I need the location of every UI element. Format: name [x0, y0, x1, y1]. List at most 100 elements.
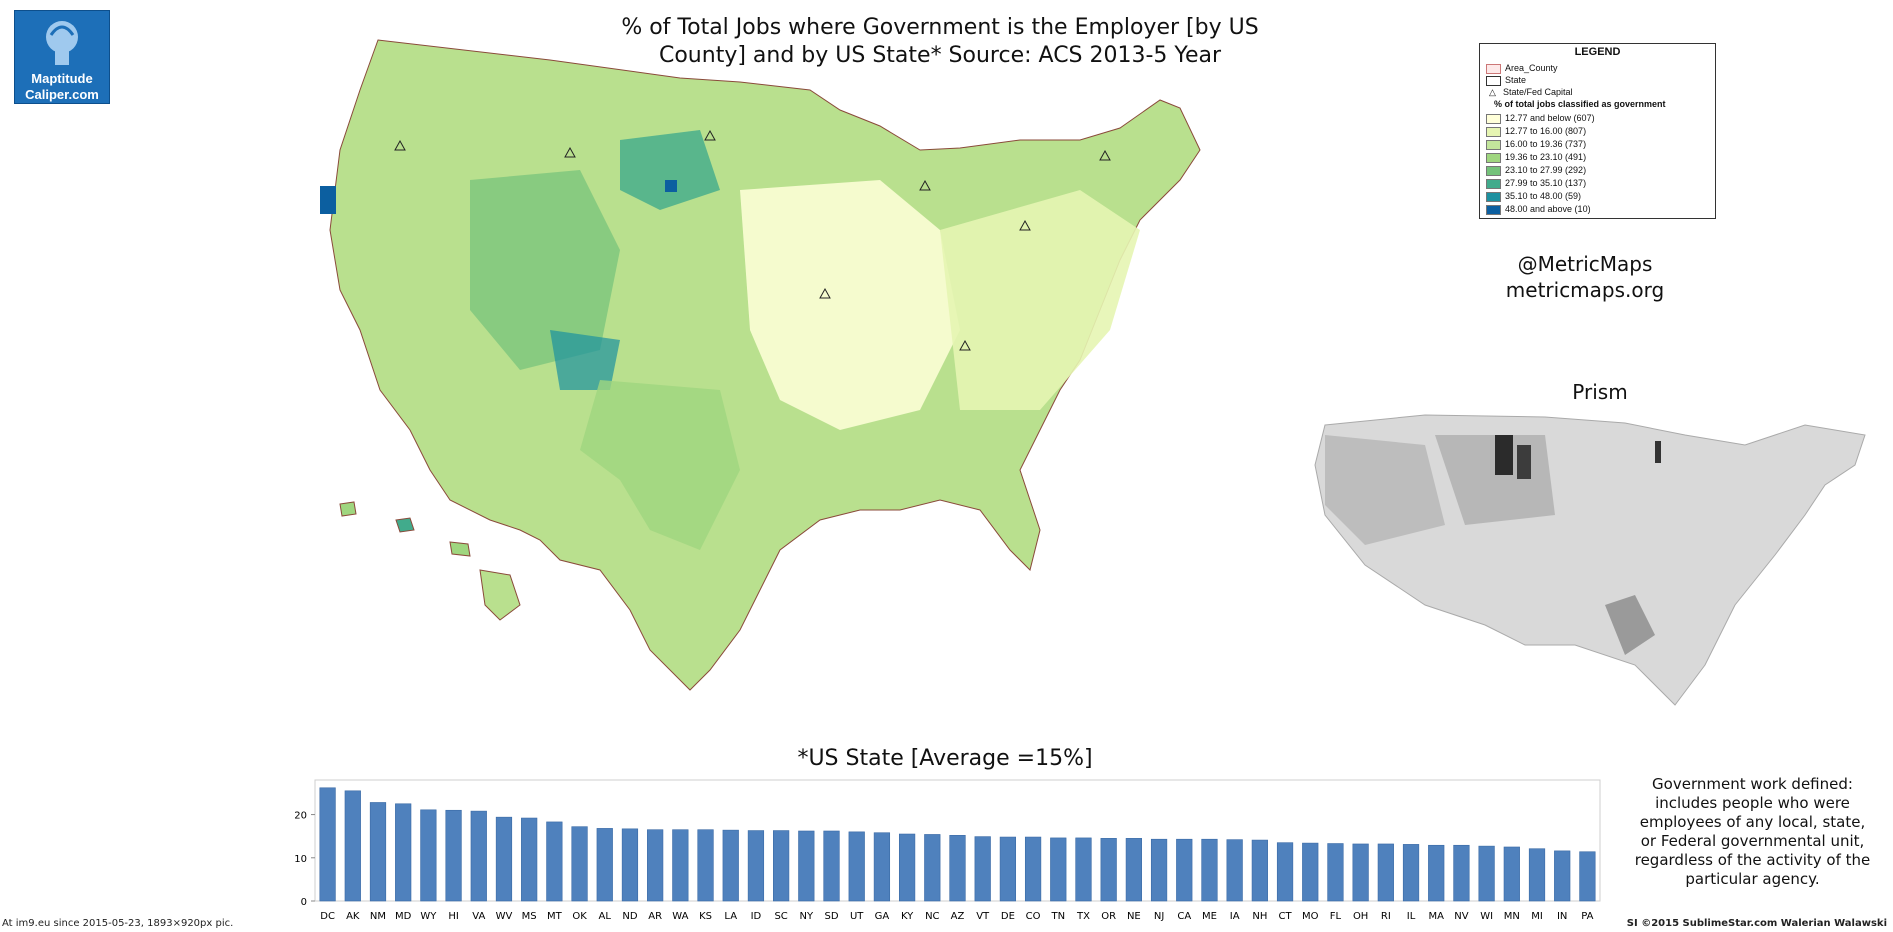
legend-class-label: 16.00 to 19.36 (737): [1505, 139, 1587, 149]
x-tick-label: NM: [370, 911, 386, 922]
definition-line: particular agency.: [1685, 870, 1820, 888]
prism-shade: [1605, 595, 1655, 655]
definition-line: employees of any local, state,: [1639, 813, 1866, 831]
legend-item: Area_County: [1486, 62, 1558, 74]
legend-swatch: [1486, 75, 1501, 86]
bar-ak: [344, 790, 361, 902]
bar-fl: [1327, 843, 1344, 902]
bar-mt: [546, 821, 563, 902]
legend-class-item: 27.99 to 35.10 (137): [1486, 177, 1586, 189]
legend-class-item: 12.77 to 16.00 (807): [1486, 125, 1586, 137]
region-dark-county: [320, 186, 336, 214]
x-tick-label: WV: [496, 911, 513, 922]
definition-line: or Federal governmental unit,: [1640, 832, 1865, 850]
x-tick-label: MO: [1302, 911, 1319, 922]
legend-label: Area_County: [1505, 63, 1558, 73]
bar-nv: [1453, 844, 1470, 902]
bar-al: [596, 828, 613, 902]
bar-tn: [1050, 837, 1067, 902]
legend-class-swatch: [1486, 204, 1501, 215]
x-tick-label: WY: [420, 911, 437, 922]
bar-nc: [924, 834, 941, 902]
bar-co: [1024, 836, 1042, 902]
region-plains: [740, 180, 960, 430]
x-tick-label: CO: [1026, 911, 1041, 922]
legend-class-item: 16.00 to 19.36 (737): [1486, 138, 1586, 150]
bar-nj: [1150, 838, 1168, 902]
credit-handle: @MetricMaps: [1517, 252, 1653, 276]
x-tick-label: MS: [522, 911, 537, 922]
x-tick-label: AR: [648, 911, 662, 922]
prism-title: Prism: [1572, 380, 1628, 404]
legend-class-item: 48.00 and above (10): [1486, 203, 1591, 215]
x-tick-label: NC: [925, 911, 939, 922]
bar-ne: [1125, 838, 1142, 902]
logo-line2: Caliper.com: [25, 87, 99, 102]
x-tick-label: MN: [1504, 911, 1520, 922]
y-ticks-group: 0 10 20: [294, 811, 315, 908]
x-tick-label: AK: [346, 911, 360, 922]
x-tick-label: DE: [1001, 911, 1015, 922]
bar-ca: [1176, 838, 1193, 902]
bar-ks: [697, 829, 714, 902]
y-tick-label: 20: [294, 811, 307, 822]
x-tick-label: TX: [1076, 911, 1090, 922]
capital-triangle-icon: [1019, 219, 1031, 231]
bar-dc: [319, 787, 336, 902]
region-dakota: [620, 130, 720, 210]
legend-class-swatch: [1486, 113, 1501, 124]
legend-item: State: [1486, 74, 1526, 86]
bar-ia: [1226, 839, 1243, 902]
bar-ar: [647, 829, 664, 902]
x-tick-label: HI: [448, 911, 458, 922]
legend-class-item: 23.10 to 27.99 (292): [1486, 164, 1586, 176]
capital-triangle-icon: [1099, 149, 1111, 161]
x-tick-label: ND: [622, 911, 637, 922]
legend-class-label: 48.00 and above (10): [1505, 204, 1591, 214]
region-mountain: [470, 170, 620, 370]
bar-az: [949, 835, 966, 902]
hawaii-kauai: [339, 501, 357, 517]
bar-wi: [1478, 845, 1495, 902]
bar-tx: [1075, 837, 1092, 902]
x-tick-label: VA: [472, 911, 485, 922]
bar-la: [722, 829, 739, 902]
credit-site: metricmaps.org: [1505, 278, 1665, 302]
x-tick-label: SC: [774, 911, 787, 922]
legend-class-label: 27.99 to 35.10 (137): [1505, 178, 1587, 188]
legend-subtitle: % of total jobs classified as government: [1494, 99, 1666, 109]
legend-class-swatch: [1486, 165, 1501, 176]
x-tick-label: UT: [850, 911, 864, 922]
legend-class-swatch: [1486, 126, 1501, 137]
bars-group: [319, 787, 1596, 902]
x-ticks-group: DC AK NM MD WY HI VA WV MS MT OK AL ND AR WA KS LA ID SC NY…: [320, 911, 1593, 922]
head-silhouette-icon: [46, 21, 78, 65]
x-tick-label: NY: [800, 911, 814, 922]
definition-line: regardless of the activity of the: [1634, 851, 1871, 869]
government-definition: Government work defined: includes people…: [1620, 775, 1885, 889]
map-title: % of Total Jobs where Government is the …: [560, 14, 1320, 70]
region-texas: [580, 380, 740, 550]
prism-dark-block: [1655, 441, 1661, 463]
prism-dark-block: [1517, 445, 1531, 479]
x-tick-label: PA: [1581, 911, 1593, 922]
bar-wa: [672, 829, 689, 902]
x-tick-label: OH: [1353, 911, 1368, 922]
x-tick-label: MT: [547, 911, 563, 922]
bar-nm: [369, 802, 387, 902]
footer-right: SI ©2015 SublimeStar.com Walerian Walaws…: [1626, 918, 1887, 929]
prism-dark-block: [1495, 435, 1513, 475]
maptitude-logo: Maptitude Caliper.com: [14, 10, 110, 104]
x-tick-label: WI: [1480, 911, 1493, 922]
bar-ky: [898, 833, 916, 902]
map-title-line1: % of Total Jobs where Government is the …: [621, 15, 1259, 40]
legend-class-item: 19.36 to 23.10 (491): [1486, 151, 1586, 163]
x-tick-label: ID: [751, 911, 762, 922]
legend-title: LEGEND: [1574, 46, 1621, 58]
x-tick-label: AZ: [951, 911, 965, 922]
bar-mi: [1528, 848, 1546, 902]
x-tick-label: SD: [824, 911, 838, 922]
bar-ct: [1276, 842, 1294, 902]
hawaii-oahu: [395, 517, 415, 533]
x-tick-label: NE: [1127, 911, 1141, 922]
